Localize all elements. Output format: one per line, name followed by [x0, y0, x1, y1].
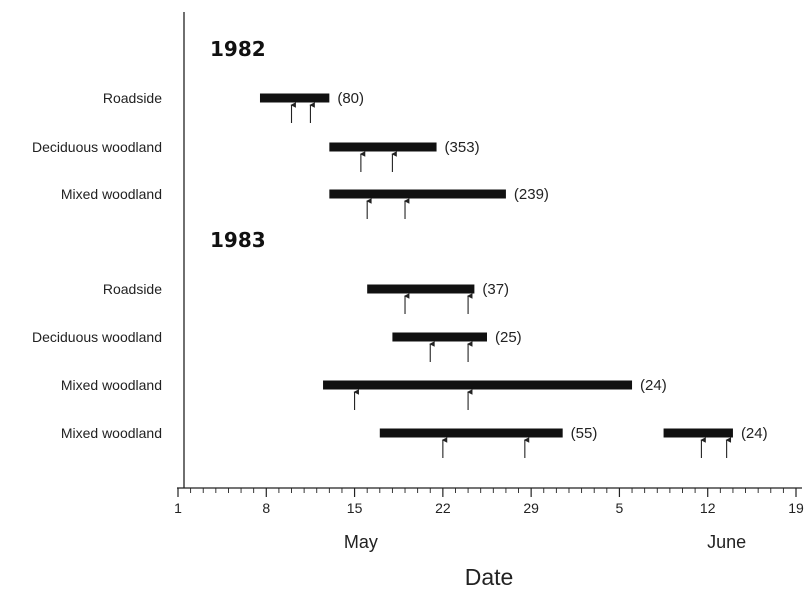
range-bar	[259, 93, 330, 103]
range-bar	[379, 428, 563, 438]
category-label: Roadside	[103, 90, 162, 106]
row-group: 1982 Roadside (80) Deciduous woodland (353) M…	[32, 37, 768, 458]
sample-size-label: (24)	[741, 425, 768, 442]
range-bar	[392, 332, 487, 342]
x-tick-label: 12	[700, 500, 716, 516]
range-bar	[329, 142, 437, 152]
x-tick-label: 22	[435, 500, 451, 516]
year-heading: 1983	[210, 228, 266, 252]
range-bar	[323, 380, 633, 390]
category-label: Mixed woodland	[61, 377, 162, 393]
x-tick-label: 29	[523, 500, 539, 516]
category-label: Deciduous woodland	[32, 139, 162, 155]
x-tick-label: 5	[616, 500, 624, 516]
x-tick-label: 1	[174, 500, 182, 516]
x-tick-label: 8	[262, 500, 270, 516]
category-label: Roadside	[103, 281, 162, 297]
x-month-label: May	[344, 532, 378, 552]
sample-size-label: (24)	[640, 377, 667, 394]
category-label: Mixed woodland	[61, 425, 162, 441]
sample-size-label: (37)	[482, 281, 509, 298]
sample-size-label: (239)	[514, 186, 549, 203]
x-month-label: June	[707, 532, 746, 552]
range-bar	[329, 189, 506, 199]
x-axis-title: Date	[465, 564, 514, 590]
year-heading: 1982	[210, 37, 266, 61]
sample-size-label: (55)	[571, 425, 598, 442]
sample-size-label: (25)	[495, 329, 522, 346]
x-axis-labels: 1 8 15 22 29 5 12 19 May June	[174, 500, 804, 552]
range-bar	[663, 428, 733, 438]
x-tick-label: 15	[347, 500, 363, 516]
range-bar	[367, 284, 475, 294]
x-tick-label: 19	[788, 500, 804, 516]
category-label: Mixed woodland	[61, 186, 162, 202]
sample-size-label: (80)	[337, 90, 364, 107]
x-axis-ticks	[177, 488, 797, 497]
sample-size-label: (353)	[445, 139, 480, 156]
category-label: Deciduous woodland	[32, 329, 162, 345]
